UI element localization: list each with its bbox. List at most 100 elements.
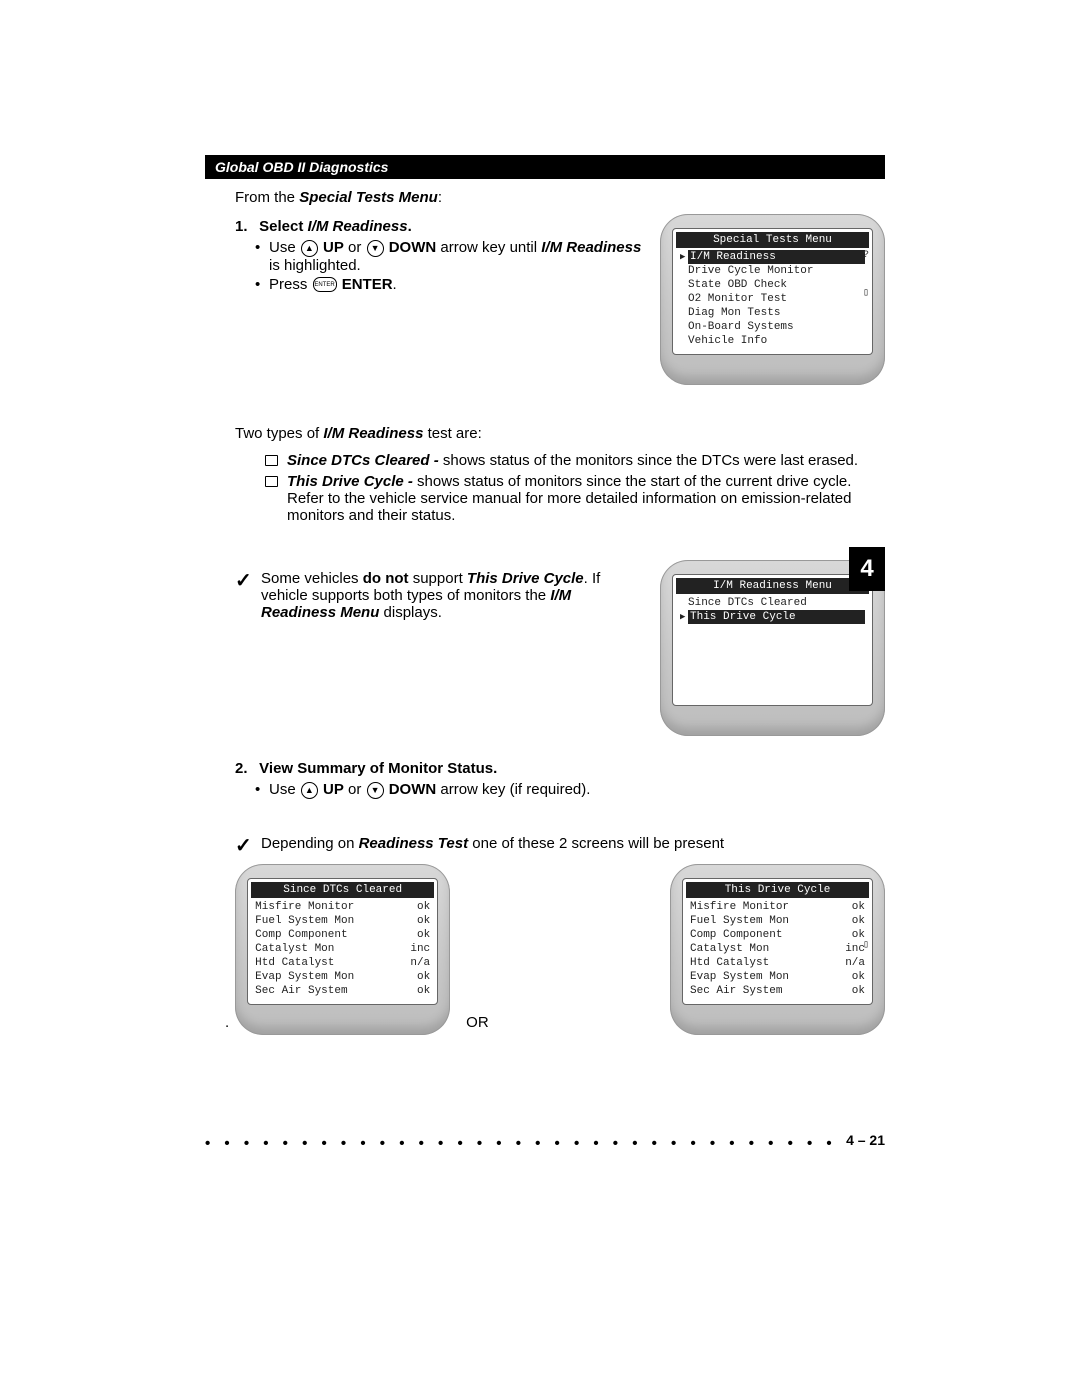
s4v4: n/a — [839, 956, 865, 970]
c2-em: Readiness Test — [359, 835, 469, 852]
s4v0: ok — [839, 900, 865, 914]
screen1-item-2: State OBD Check — [678, 278, 867, 292]
step1-label-suf: . — [408, 218, 412, 235]
type-a-txt: shows status of the monitors since the D… — [439, 452, 858, 469]
page-number: 4 – 21 — [836, 1132, 885, 1148]
s1b1-post: is highlighted. — [269, 257, 361, 274]
s4l3: Catalyst Mon — [690, 942, 839, 956]
enter-key-icon: ENTER — [313, 277, 337, 292]
screen4-row-0: Misfire Monitorok — [688, 900, 867, 914]
screen1-label-4: Diag Mon Tests — [688, 306, 865, 320]
screen4-row-2: Comp Componentok — [688, 928, 867, 942]
c1-post: displays. — [379, 604, 442, 621]
s3v1: ok — [404, 914, 430, 928]
screen1-label-2: State OBD Check — [688, 278, 865, 292]
screen3-row-6: Sec Air Systemok — [253, 984, 432, 998]
up-arrow-icon: ▲ — [301, 782, 318, 799]
s4v5: ok — [839, 970, 865, 984]
screen1-item-5: On-Board Systems — [678, 320, 867, 334]
s1b2-post: . — [393, 276, 397, 293]
screen4-title: This Drive Cycle — [686, 882, 869, 898]
c1-bold: do not — [363, 570, 409, 587]
screen1-item-0: ▶I/M Readiness — [678, 250, 867, 264]
c2-pre: Depending on — [261, 835, 359, 852]
check1-text: Some vehicles do not support This Drive … — [235, 560, 660, 631]
intro-suffix: : — [438, 189, 442, 206]
screen2-item-1: ▶This Drive Cycle — [678, 610, 867, 624]
screen4-row-5: Evap System Monok — [688, 970, 867, 984]
check1-row: Some vehicles do not support This Drive … — [235, 560, 885, 736]
c1-em1: This Drive Cycle — [467, 570, 584, 587]
screen1-item-4: Diag Mon Tests — [678, 306, 867, 320]
section-header: Global OBD II Diagnostics — [205, 155, 885, 179]
s4v1: ok — [839, 914, 865, 928]
screen1-title: Special Tests Menu — [676, 232, 869, 248]
screen1-label-6: Vehicle Info — [688, 334, 865, 348]
s2b1-pre: Use — [269, 781, 300, 798]
screen3: Since DTCs Cleared Misfire Monitorok Fue… — [247, 878, 438, 1005]
screen4-row-3: Catalyst Moninc — [688, 942, 867, 956]
screen1-item-1: Drive Cycle Monitor — [678, 264, 867, 278]
s3v6: ok — [404, 984, 430, 998]
s4l4: Htd Catalyst — [690, 956, 839, 970]
screen3-row-5: Evap System Monok — [253, 970, 432, 984]
screen2-item-0: Since DTCs Cleared — [678, 596, 867, 610]
s2b1-up: UP — [323, 781, 344, 798]
type-a-em: Since DTCs Cleared - — [287, 452, 439, 469]
s4l0: Misfire Monitor — [690, 900, 839, 914]
screen4-row-1: Fuel System Monok — [688, 914, 867, 928]
dot-mark: . — [225, 1014, 229, 1031]
screen1-label-3: O2 Monitor Test — [688, 292, 865, 306]
check1: Some vehicles do not support This Drive … — [235, 570, 645, 621]
screen4-row-4: Htd Catalystn/a — [688, 956, 867, 970]
step1-label-pre: Select — [259, 218, 307, 235]
selection-arrow-icon: ▶ — [680, 610, 688, 624]
intro-line: From the Special Tests Menu: — [235, 189, 885, 206]
step1-label-em: I/M Readiness — [308, 218, 408, 235]
screen2: I/M Readiness Menu Since DTCs Cleared ▶T… — [672, 574, 873, 706]
s3v5: ok — [404, 970, 430, 984]
s2b1-down: DOWN — [389, 781, 437, 798]
page: Global OBD II Diagnostics From the Speci… — [0, 0, 1080, 1192]
help-icon: ? — [863, 249, 869, 263]
type-b: This Drive Cycle - shows status of monit… — [265, 473, 885, 524]
step1-row: 1. Select I/M Readiness. Use ▲ UP or ▼ D… — [235, 214, 885, 385]
bottom-screens: . Since DTCs Cleared Misfire Monitorok F… — [225, 864, 885, 1035]
screen4: This Drive Cycle ▯ Misfire Monitorok Fue… — [682, 878, 873, 1005]
device-screen-1: Special Tests Menu ? ▯ ▶I/M Readiness Dr… — [660, 214, 885, 385]
screen1-label-1: Drive Cycle Monitor — [688, 264, 865, 278]
s3l2: Comp Component — [255, 928, 404, 942]
s2b1-post: arrow key (if required). — [436, 781, 590, 798]
down-arrow-icon: ▼ — [367, 240, 384, 257]
type-b-em: This Drive Cycle - — [287, 473, 413, 490]
s3l1: Fuel System Mon — [255, 914, 404, 928]
intro-em: Special Tests Menu — [299, 189, 438, 206]
s4v3: inc — [839, 942, 865, 956]
content: From the Special Tests Menu: 1. Select I… — [235, 189, 885, 1035]
screen4-row-6: Sec Air Systemok — [688, 984, 867, 998]
step1-text: 1. Select I/M Readiness. Use ▲ UP or ▼ D… — [235, 214, 660, 295]
or-separator: OR — [466, 1014, 489, 1031]
s4v6: ok — [839, 984, 865, 998]
s3v0: ok — [404, 900, 430, 914]
screen2-label-1: This Drive Cycle — [688, 610, 865, 624]
s3v3: inc — [404, 942, 430, 956]
scroll-icon: ▯ — [863, 287, 869, 301]
screen1-item-3: O2 Monitor Test — [678, 292, 867, 306]
types-post: test are: — [423, 425, 481, 442]
screen3-row-1: Fuel System Monok — [253, 914, 432, 928]
s1b1-or: or — [344, 239, 366, 256]
s3l4: Htd Catalyst — [255, 956, 404, 970]
types-intro: Two types of I/M Readiness test are: — [235, 425, 885, 442]
s3v2: ok — [404, 928, 430, 942]
screen3-row-0: Misfire Monitorok — [253, 900, 432, 914]
up-arrow-icon: ▲ — [301, 240, 318, 257]
step2: 2. View Summary of Monitor Status. — [235, 760, 885, 777]
step1-num: 1. — [235, 218, 255, 235]
screen1-label-0: I/M Readiness — [688, 250, 865, 264]
screen1-item-6: Vehicle Info — [678, 334, 867, 348]
s3l6: Sec Air System — [255, 984, 404, 998]
s2b1-or: or — [344, 781, 366, 798]
step2-bullet1: Use ▲ UP or ▼ DOWN arrow key (if require… — [255, 781, 885, 799]
s1b1-pre: Use — [269, 239, 300, 256]
